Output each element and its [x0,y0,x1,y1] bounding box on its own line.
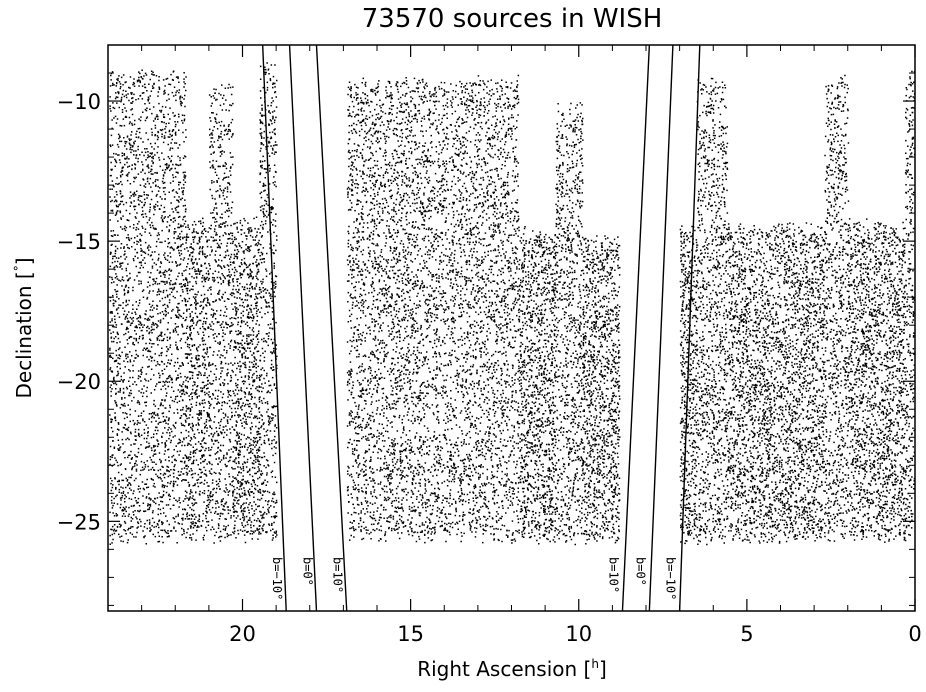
galactic-line [678,44,701,612]
scatter-point-cloud [109,62,916,546]
chart-title: 73570 sources in WISH [362,4,663,34]
x-axis-label: Right Ascension [h] [417,657,607,681]
galactic-line-label: b=10° [607,557,621,593]
x-axis-ticks: 20 15 10 5 0 [107,45,922,646]
galactic-line-label: b=0° [633,557,647,586]
galactic-line-label: b=10° [331,557,345,593]
y-axis-ticks: −10 −15 −20 −25 [57,72,915,606]
scatter-points [109,62,916,546]
galactic-line-label: b=−10° [664,557,678,600]
y-tick-label: −10 [57,90,101,114]
x-tick-label: 5 [740,622,753,646]
y-tick-label: −20 [57,370,101,394]
galactic-line [621,44,651,612]
galactic-line [648,44,674,612]
y-tick-label: −15 [57,230,101,254]
galactic-latitude-lines: b=−10° b=0° b=10° b=10° b=0° b=−10° [261,44,701,612]
galactic-line-label: b=0° [301,557,315,586]
galactic-line [315,44,348,612]
x-tick-label: 15 [397,622,424,646]
x-tick-label: 20 [229,622,256,646]
galactic-line-label: b=−10° [270,557,284,600]
y-tick-label: −25 [57,510,101,534]
y-axis-label: Declination [°] [12,257,36,398]
x-tick-label: 0 [908,622,921,646]
galactic-line [288,44,318,612]
x-tick-label: 10 [565,622,592,646]
galactic-line [261,44,287,612]
